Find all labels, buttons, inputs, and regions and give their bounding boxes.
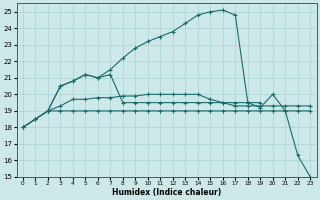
X-axis label: Humidex (Indice chaleur): Humidex (Indice chaleur) xyxy=(112,188,221,197)
